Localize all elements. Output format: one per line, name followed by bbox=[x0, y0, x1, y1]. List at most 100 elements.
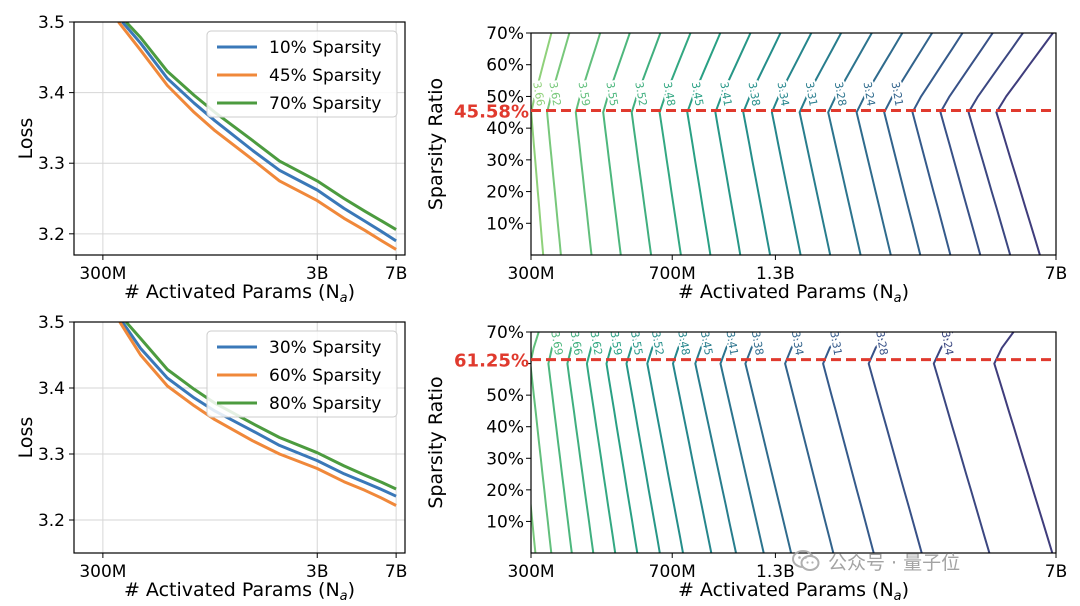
contour-label: 3.55 bbox=[603, 81, 620, 107]
contour-label: 3.45 bbox=[698, 330, 715, 356]
contour-label: 3.62 bbox=[546, 81, 563, 107]
y-axis-label: Loss bbox=[15, 417, 37, 459]
x-tick-label: 700M bbox=[649, 562, 696, 582]
y-tick-label: 3.5 bbox=[38, 13, 65, 33]
x-tick-label: 300M bbox=[507, 562, 554, 582]
contour-label: 3.59 bbox=[576, 81, 593, 107]
contour-label: 3.34 bbox=[789, 330, 806, 356]
series-line-2 bbox=[117, 22, 397, 251]
legend-entry: 80% Sparsity bbox=[269, 394, 381, 414]
contour-line bbox=[993, 332, 1054, 553]
contour-line bbox=[686, 33, 722, 255]
series-line-3 bbox=[124, 322, 397, 491]
series-line-1 bbox=[121, 322, 397, 498]
x-axis-label: # Activated Params (Na) bbox=[124, 281, 355, 306]
contour-line bbox=[967, 33, 1024, 255]
y-tick-label: 40% bbox=[486, 119, 524, 139]
contour-line bbox=[932, 332, 991, 553]
y-tick-label: 3.4 bbox=[38, 84, 65, 104]
contour-line bbox=[574, 33, 602, 255]
contour-line bbox=[822, 332, 875, 553]
legend-entry: 70% Sparsity bbox=[269, 94, 381, 114]
contour-line bbox=[658, 33, 692, 255]
y-axis-label: Sparsity Ratio bbox=[425, 78, 447, 210]
series-line-3 bbox=[125, 22, 397, 231]
x-tick-label: 300M bbox=[507, 264, 554, 284]
legend: 10% Sparsity 45% Sparsity 70% Sparsity bbox=[206, 30, 398, 118]
legend-box bbox=[206, 30, 398, 118]
x-axis-label: # Activated Params (Na) bbox=[678, 579, 909, 604]
legend-entry: 60% Sparsity bbox=[269, 366, 381, 386]
y-tick-label: 3.2 bbox=[38, 511, 65, 531]
x-tick-label: 300M bbox=[79, 264, 126, 284]
series-line-1 bbox=[121, 22, 397, 243]
contour-line bbox=[827, 33, 873, 255]
x-tick-label: 7B bbox=[1045, 562, 1067, 582]
y-tick-label: 3.5 bbox=[38, 313, 65, 333]
contour-label: 3.24 bbox=[939, 330, 956, 356]
watermark-text: 公众号 · 量子位 bbox=[828, 551, 961, 574]
x-tick-label: 3B bbox=[306, 264, 328, 284]
y-tick-label: 10% bbox=[486, 214, 524, 234]
plot-frame bbox=[73, 321, 406, 554]
contour-line bbox=[855, 33, 904, 255]
x-tick-label: 7B bbox=[385, 264, 407, 284]
y-tick-label: 3.3 bbox=[38, 154, 65, 174]
contour-label: 3.31 bbox=[803, 81, 820, 107]
y-tick-label: 50% bbox=[486, 87, 524, 107]
contour-line bbox=[546, 33, 571, 255]
y-tick-label: 70% bbox=[486, 24, 524, 44]
contour-line bbox=[714, 33, 752, 255]
optimal-sparsity-label: 45.58% bbox=[454, 101, 529, 122]
contour-line bbox=[744, 332, 793, 553]
legend-entry: 30% Sparsity bbox=[269, 338, 381, 358]
wechat-icon bbox=[792, 550, 820, 571]
contour-label: 3.28 bbox=[873, 330, 890, 356]
contour-chart-2: 3.66 3.62 3.59 3.55 3.52 3.48 3.45 3.41 3.38 3.34… bbox=[425, 24, 1067, 306]
x-tick-label: 7B bbox=[1045, 264, 1067, 284]
contour-label: 3.41 bbox=[717, 81, 734, 107]
contour-line bbox=[547, 332, 573, 553]
contour-label: 3.34 bbox=[775, 81, 792, 107]
contour-line bbox=[531, 33, 553, 255]
plot-frame bbox=[530, 32, 1057, 256]
contour-line bbox=[605, 332, 639, 553]
contour-line bbox=[531, 498, 537, 553]
contour-line bbox=[742, 33, 782, 255]
y-tick-label: 60% bbox=[486, 56, 524, 76]
contour-line bbox=[585, 332, 617, 553]
contour-line bbox=[531, 332, 553, 553]
contour-label: 3.24 bbox=[861, 81, 878, 107]
contour-label: 3.38 bbox=[749, 330, 766, 356]
contour-label: 3.21 bbox=[889, 81, 906, 107]
series-line-2 bbox=[118, 322, 397, 507]
contour-label: 3.41 bbox=[723, 330, 740, 356]
contour-line bbox=[694, 332, 737, 553]
contour-line bbox=[672, 332, 713, 553]
y-tick-label: 3.4 bbox=[38, 379, 65, 399]
x-tick-label: 700M bbox=[649, 264, 696, 284]
contour-line bbox=[883, 33, 933, 255]
loss-chart-3: 300M 3B 7B 3.2 3.3 3.4 3.5 # Activated Params (… bbox=[15, 313, 407, 604]
y-tick-label: 30% bbox=[486, 449, 524, 469]
contour-label: 3.66 bbox=[530, 81, 547, 107]
plot-frame bbox=[73, 21, 406, 256]
y-tick-label: 50% bbox=[486, 386, 524, 406]
optimal-sparsity-label: 61.25% bbox=[454, 351, 529, 372]
x-axis-label: # Activated Params (Na) bbox=[124, 579, 355, 604]
y-tick-label: 3.2 bbox=[38, 225, 65, 245]
contour-label: 3.28 bbox=[832, 81, 849, 107]
x-tick-label: 1.3B bbox=[756, 562, 795, 582]
contour-label: 3.48 bbox=[661, 81, 678, 107]
y-axis-label: Loss bbox=[15, 118, 37, 160]
plot-frame bbox=[530, 331, 1057, 554]
contour-line bbox=[630, 33, 662, 255]
contour-line bbox=[798, 33, 842, 255]
y-tick-label: 40% bbox=[486, 418, 524, 438]
contour-line bbox=[784, 332, 835, 553]
legend: 30% Sparsity 60% Sparsity 80% Sparsity bbox=[206, 330, 398, 418]
loss-chart-1: 300M 3B 7B 3.2 3.3 3.4 3.5 # Activated Params (… bbox=[15, 13, 407, 306]
y-axis-label: Sparsity Ratio bbox=[425, 376, 447, 508]
contour-label: 3.38 bbox=[746, 81, 763, 107]
